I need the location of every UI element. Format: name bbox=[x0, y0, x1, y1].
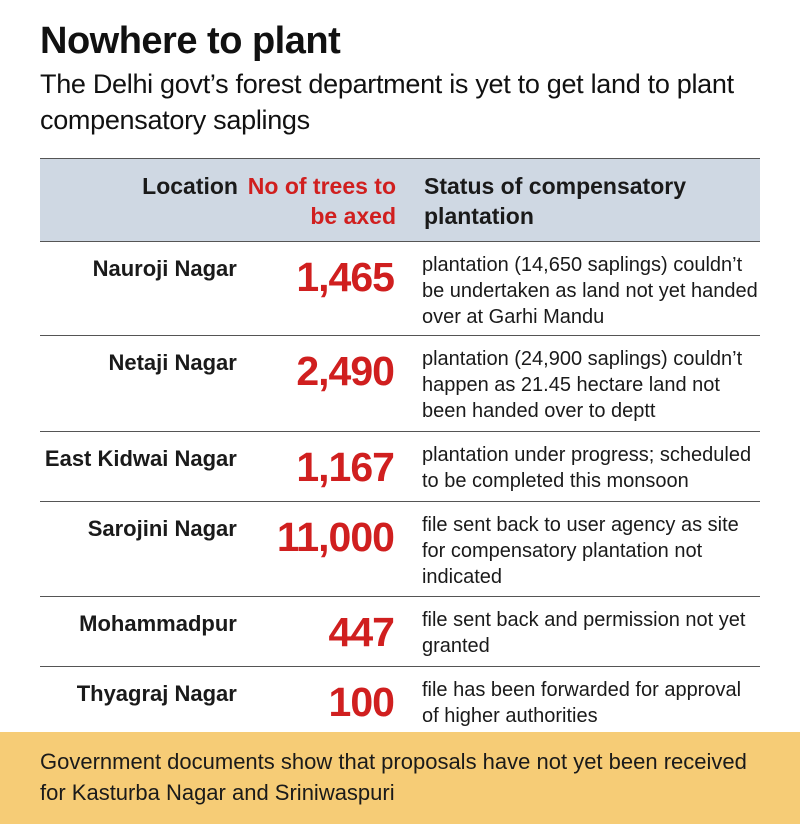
table-header: Location No of trees to be axed Status o… bbox=[40, 158, 760, 242]
row-status: file has been forwarded for approval of … bbox=[421, 679, 742, 727]
page-subtitle: The Delhi govt’s forest department is ye… bbox=[40, 69, 734, 135]
header-status: Status of compensatory plantation bbox=[424, 173, 686, 229]
row-trees: 447 bbox=[328, 609, 395, 655]
header-trees: No of trees to be axed bbox=[247, 173, 396, 229]
row-trees: 1,167 bbox=[296, 444, 395, 490]
table-row: Thyagraj Nagar 100 file has been forward… bbox=[40, 667, 760, 733]
row-location: Sarojini Nagar bbox=[87, 516, 237, 541]
table-row: East Kidwai Nagar 1,167 plantation under… bbox=[40, 432, 760, 502]
row-status: file sent back to user agency as site fo… bbox=[421, 514, 739, 588]
table-row: Nauroji Nagar 1,465 plantation (14,650 s… bbox=[40, 242, 760, 336]
row-trees: 100 bbox=[328, 679, 395, 725]
footer-text: Government documents show that proposals… bbox=[40, 749, 747, 805]
row-status: plantation (24,900 saplings) couldn’t ha… bbox=[421, 348, 743, 422]
row-status: plantation (14,650 saplings) couldn’t be… bbox=[421, 254, 758, 328]
row-trees: 2,490 bbox=[296, 348, 395, 394]
row-location: Nauroji Nagar bbox=[92, 256, 237, 281]
row-status: file sent back and permission not yet gr… bbox=[421, 609, 746, 657]
page-title: Nowhere to plant bbox=[40, 20, 341, 62]
table-row: Mohammadpur 447 file sent back and permi… bbox=[40, 597, 760, 667]
row-status: plantation under progress; scheduled to … bbox=[421, 444, 752, 492]
row-trees: 1,465 bbox=[296, 254, 395, 300]
row-trees: 11,000 bbox=[276, 514, 395, 560]
row-location: Mohammadpur bbox=[79, 611, 237, 636]
table-row: Sarojini Nagar 11,000 file sent back to … bbox=[40, 502, 760, 597]
trees-table: Location No of trees to be axed Status o… bbox=[40, 158, 760, 733]
header-location: Location bbox=[142, 173, 238, 199]
table-row: Netaji Nagar 2,490 plantation (24,900 sa… bbox=[40, 336, 760, 432]
row-location: East Kidwai Nagar bbox=[44, 446, 237, 471]
row-location: Thyagraj Nagar bbox=[76, 681, 237, 706]
footer-note: Government documents show that proposals… bbox=[0, 732, 800, 824]
row-location: Netaji Nagar bbox=[108, 350, 237, 375]
